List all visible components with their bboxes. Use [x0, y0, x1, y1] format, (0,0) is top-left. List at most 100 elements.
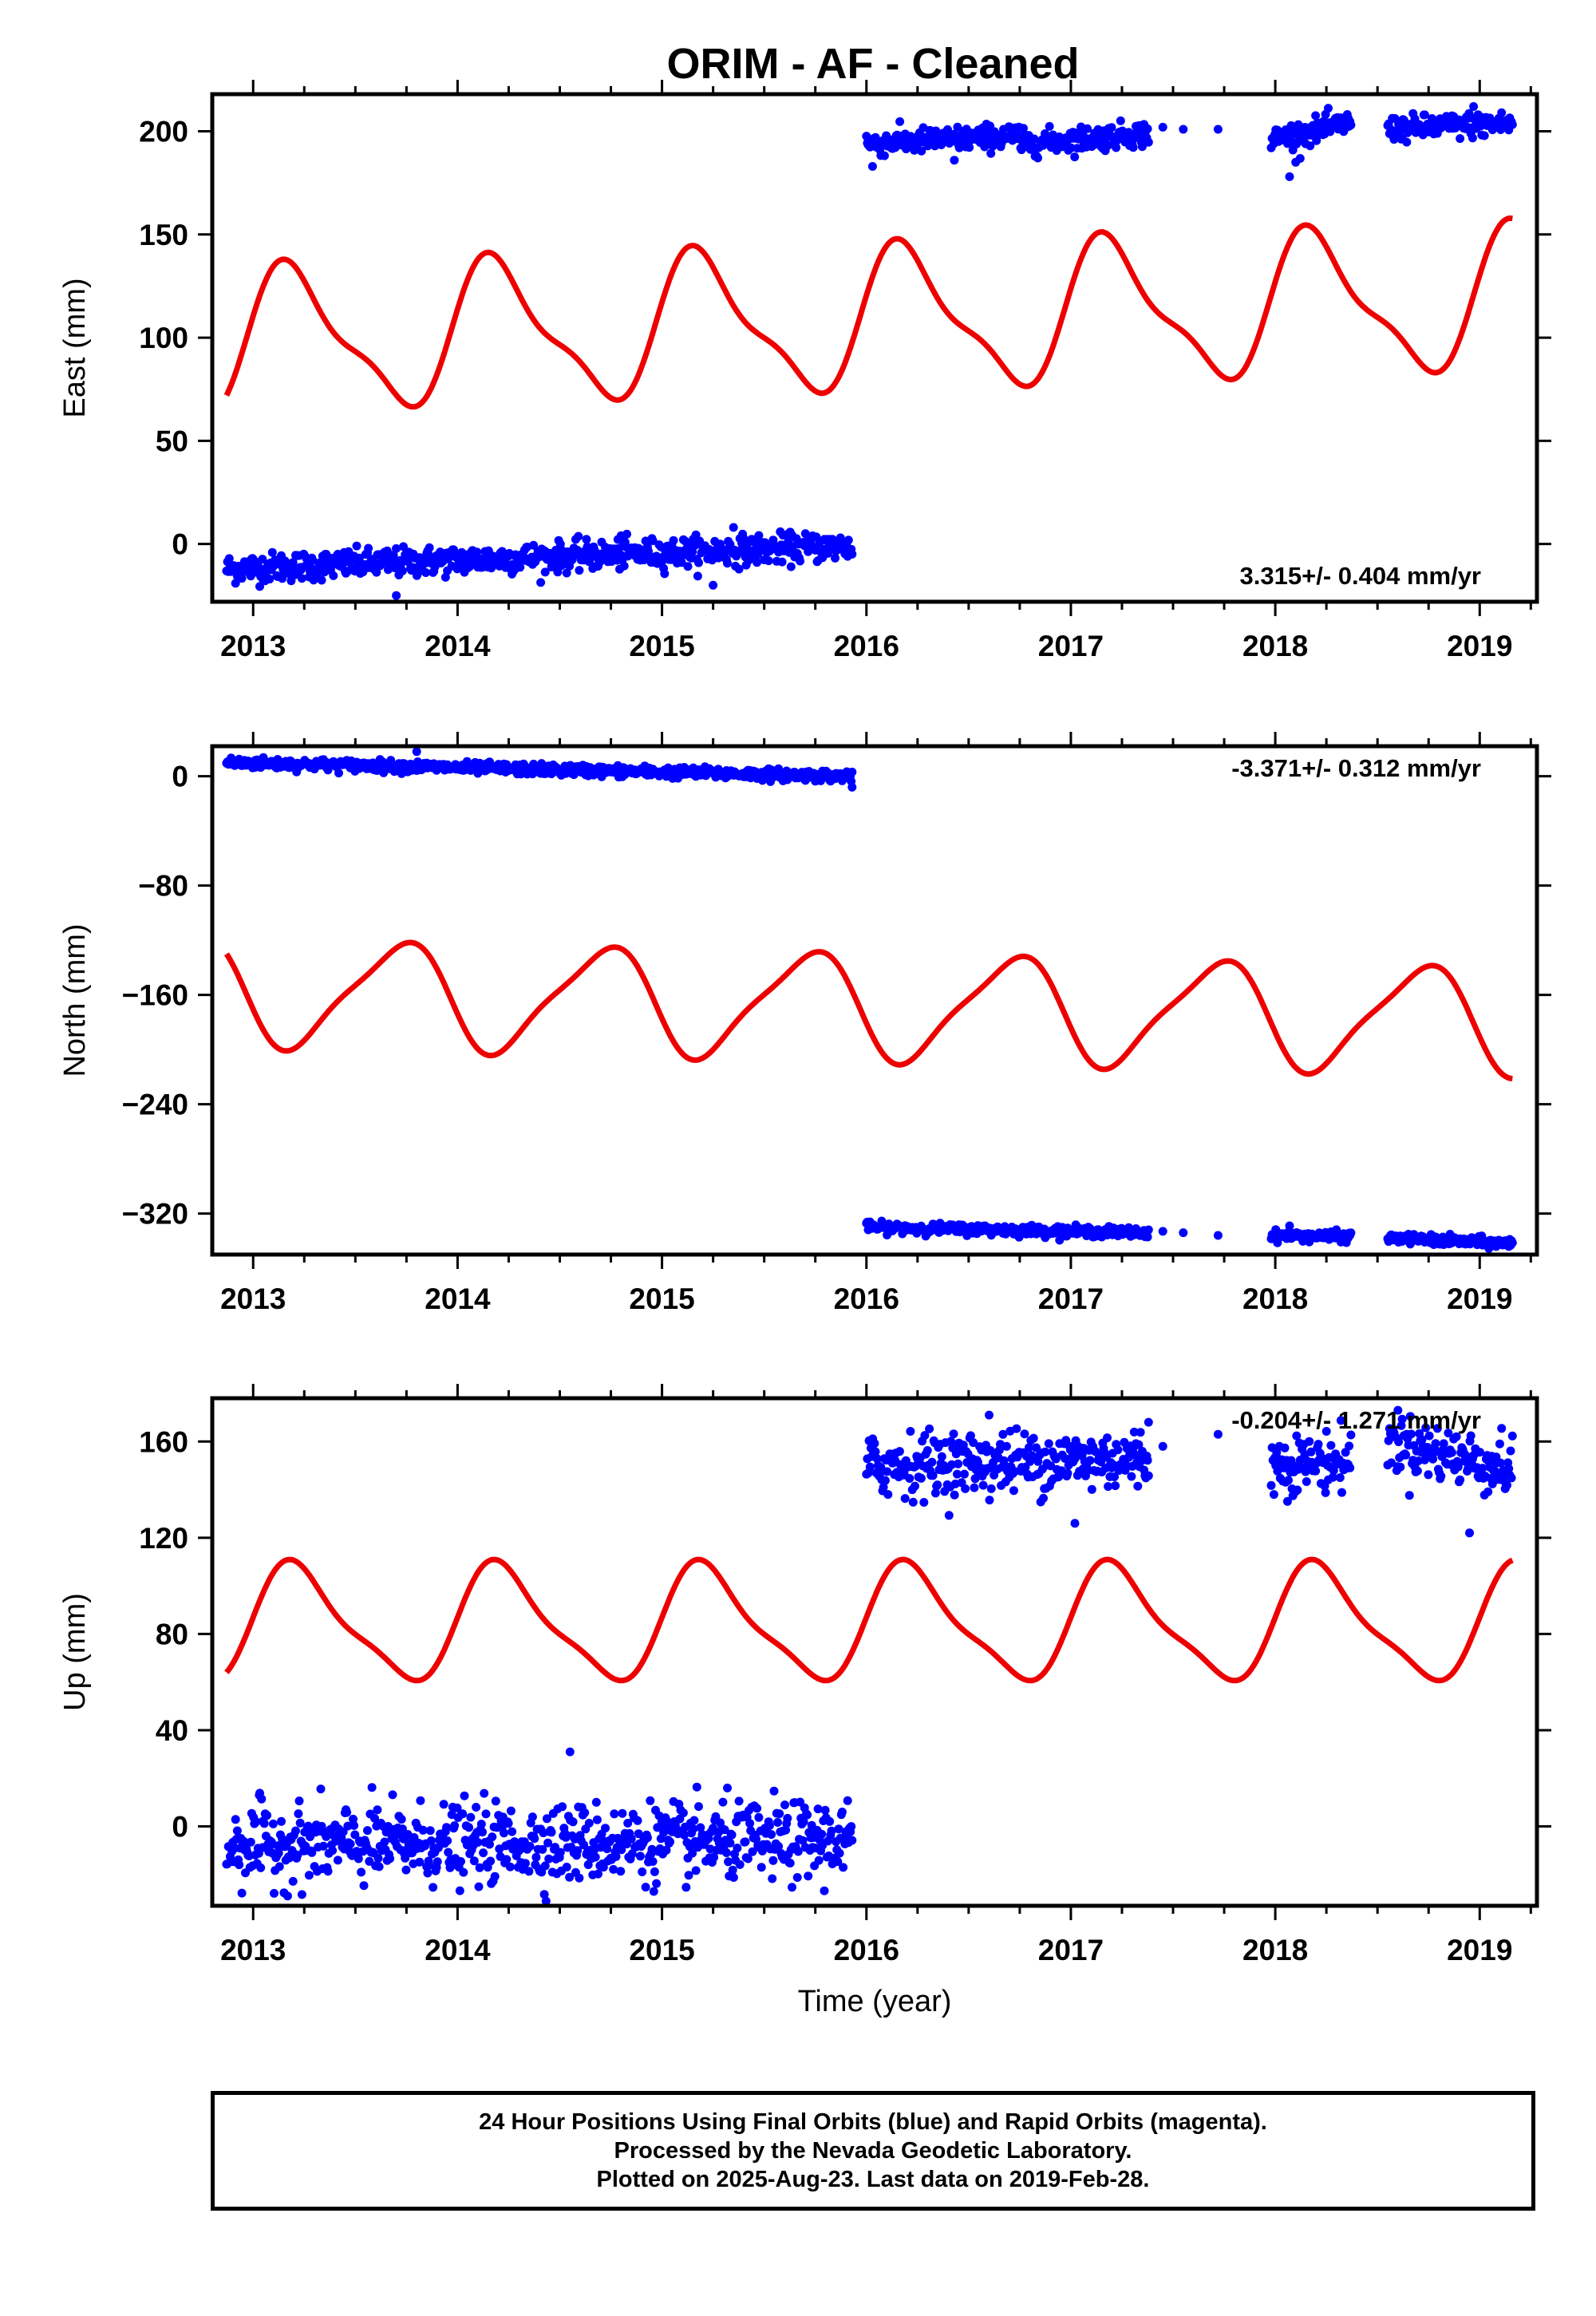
data-point	[734, 1796, 744, 1806]
data-point	[1417, 1435, 1427, 1445]
data-point	[508, 1827, 517, 1836]
data-point	[1506, 1446, 1515, 1456]
data-point	[933, 1480, 942, 1490]
data-point	[745, 1819, 755, 1828]
data-point	[579, 1840, 588, 1850]
data-point	[754, 1812, 764, 1822]
data-point	[365, 1856, 374, 1866]
y-tick-label: 200	[139, 116, 188, 148]
data-point	[728, 1865, 737, 1875]
data-point	[724, 1857, 733, 1867]
data-point	[1143, 1456, 1152, 1465]
data-point	[1312, 136, 1321, 145]
data-point	[440, 572, 450, 582]
data-point	[429, 1883, 438, 1892]
data-point	[1302, 1477, 1311, 1486]
x-tick-label: 2013	[220, 1934, 286, 1966]
y-tick-label: 150	[139, 219, 188, 251]
data-point	[1213, 124, 1223, 134]
data-point	[464, 1823, 474, 1832]
x-tick-label: 2013	[220, 1282, 286, 1315]
data-point	[617, 1845, 626, 1855]
caption-line-orbits: 24 Hour Positions Using Final Orbits (bl…	[479, 2109, 1267, 2135]
x-tick-label: 2016	[834, 1934, 899, 1966]
data-point	[256, 1863, 266, 1872]
data-point	[1087, 1484, 1096, 1494]
data-point	[879, 151, 889, 160]
data-point	[444, 1848, 453, 1857]
data-point	[783, 1813, 792, 1823]
data-point	[609, 1864, 618, 1874]
data-point	[318, 1841, 328, 1851]
data-point	[502, 1855, 512, 1864]
data-point	[232, 1826, 242, 1836]
data-point	[1346, 1430, 1356, 1440]
data-point	[1306, 1447, 1316, 1456]
plot-area	[222, 747, 1517, 1253]
data-point	[911, 1481, 919, 1491]
y-tick-label: 100	[139, 322, 188, 354]
data-point	[1439, 1439, 1448, 1448]
data-point	[1158, 1227, 1167, 1236]
data-point	[1012, 1424, 1021, 1433]
plot-frame	[210, 1396, 1539, 1908]
data-point	[433, 1843, 443, 1852]
data-point	[433, 1857, 442, 1867]
data-point	[342, 1808, 352, 1817]
data-point	[1456, 134, 1465, 144]
data-point	[1179, 1228, 1188, 1238]
data-point	[753, 1804, 762, 1813]
data-point	[469, 1856, 479, 1866]
data-point	[542, 1814, 551, 1824]
data-point	[767, 1830, 776, 1840]
data-point	[1137, 142, 1147, 152]
data-point	[1033, 153, 1042, 163]
y-tick-label: −240	[122, 1089, 188, 1121]
model-curve	[223, 939, 1514, 1081]
x-tick-label: 2017	[1038, 1282, 1104, 1315]
data-point	[1158, 122, 1167, 132]
plot-area	[222, 102, 1517, 600]
data-point	[764, 1821, 774, 1830]
data-point	[602, 1844, 612, 1854]
data-point	[693, 571, 702, 581]
data-point	[1111, 1481, 1120, 1491]
y-tick-label: 0	[172, 528, 188, 561]
data-point	[459, 1867, 468, 1877]
data-point	[1144, 1471, 1153, 1480]
data-point	[1497, 108, 1507, 117]
data-point	[895, 1447, 904, 1456]
data-point	[626, 1834, 636, 1844]
data-point	[575, 566, 584, 575]
data-point	[817, 1829, 827, 1839]
x-tick-label: 2015	[629, 630, 694, 662]
data-point	[835, 1848, 844, 1858]
data-point	[401, 1853, 410, 1863]
data-point	[505, 1862, 515, 1871]
data-point	[385, 1854, 395, 1863]
data-point	[1495, 1439, 1504, 1448]
data-point	[694, 558, 703, 567]
data-point	[1032, 1443, 1041, 1452]
x-tick-label: 2014	[425, 1282, 491, 1315]
data-point	[591, 1852, 600, 1862]
data-point	[757, 1863, 766, 1872]
data-point	[876, 1463, 886, 1472]
data-point	[399, 542, 408, 551]
data-point	[618, 1808, 627, 1818]
data-point	[293, 1851, 302, 1860]
data-point	[691, 1866, 701, 1875]
rate-label: -0.204+/- 1.271 mm/yr	[1231, 1406, 1481, 1434]
data-point	[867, 162, 877, 171]
data-point	[357, 1867, 366, 1877]
data-point	[267, 547, 277, 557]
data-point	[754, 531, 764, 540]
data-point	[1070, 152, 1080, 162]
data-point	[1134, 1440, 1144, 1449]
data-point	[619, 561, 629, 571]
data-point	[883, 1467, 892, 1476]
data-point	[1311, 111, 1321, 121]
data-point	[799, 1817, 808, 1827]
data-point	[1070, 1519, 1080, 1528]
